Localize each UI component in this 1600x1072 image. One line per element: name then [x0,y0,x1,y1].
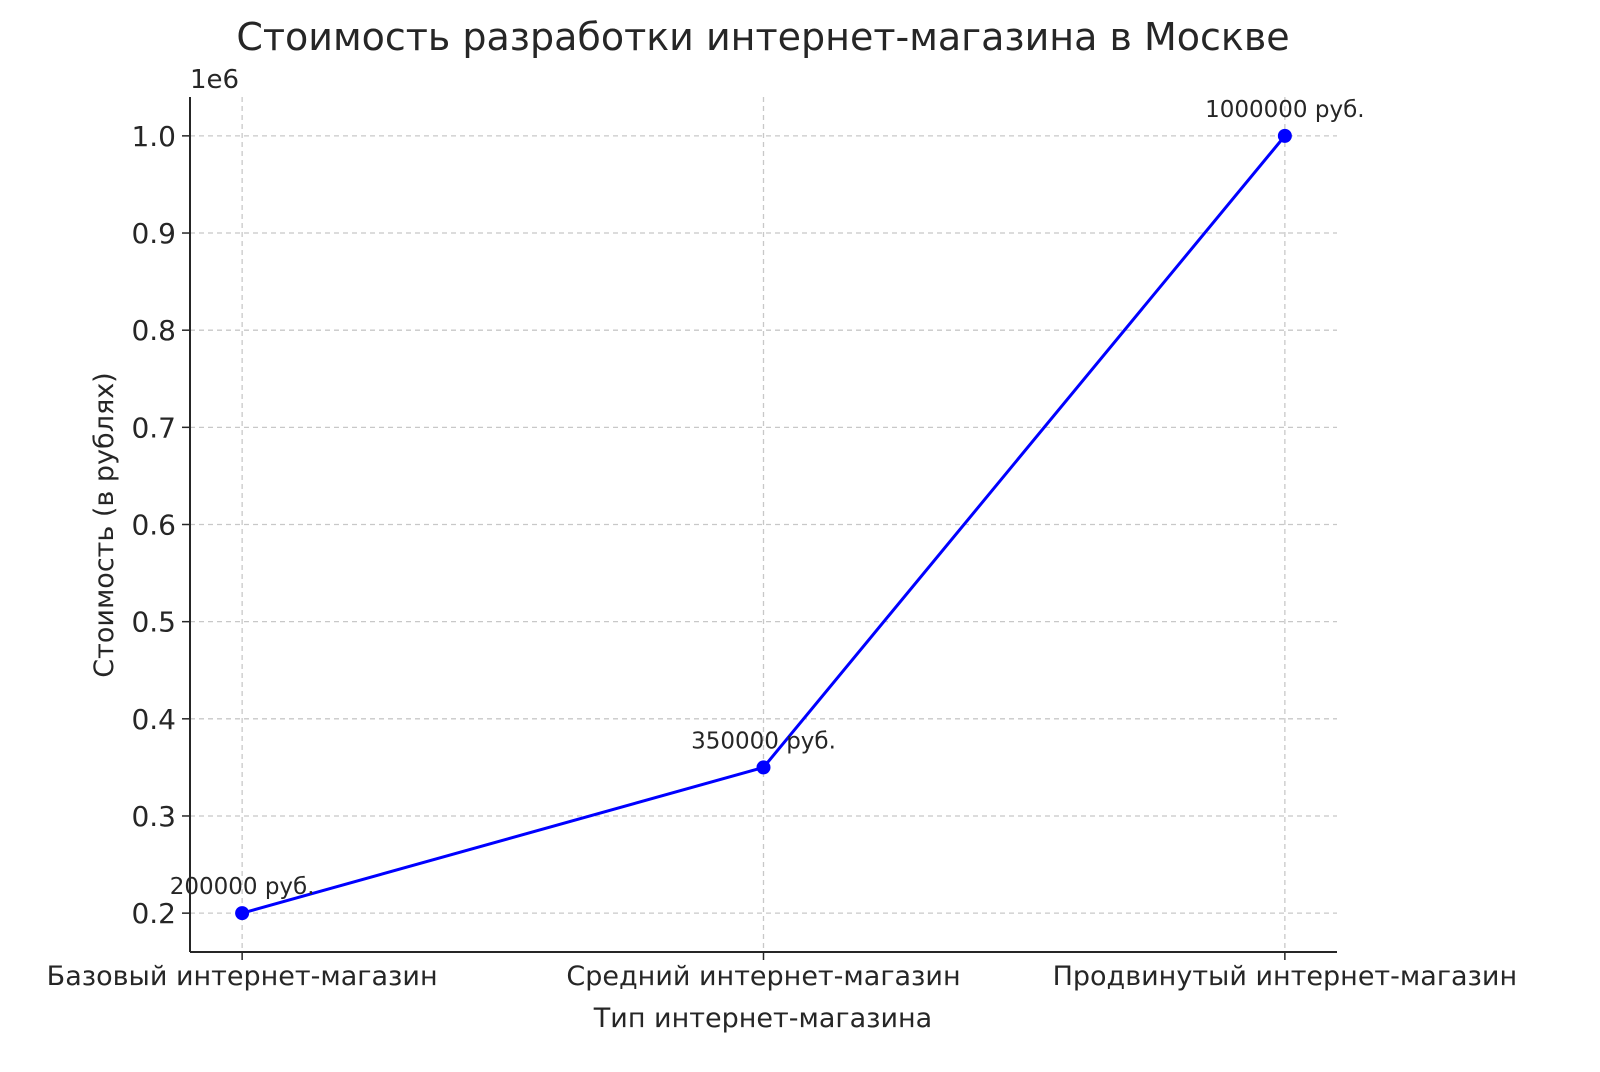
x-tick-label: Средний интернет-магазин [566,961,960,992]
chart-title: Стоимость разработки интернет-магазина в… [236,15,1289,59]
y-tick-label: 0.7 [131,411,176,444]
y-tick-label: 0.2 [131,897,176,930]
data-point [235,906,250,921]
data-point [1277,128,1292,143]
data-label: 200000 руб. [170,874,315,900]
y-axis-label: Стоимость (в рублях) [89,372,120,677]
y-tick-label: 0.8 [131,314,176,347]
x-tick-label: Базовый интернет-магазин [47,961,438,992]
y-tick-label: 0.4 [131,703,176,736]
x-tick-label: Продвинутый интернет-магазин [1053,961,1518,992]
y-tick-label: 1.0 [131,120,176,153]
data-label: 350000 руб. [691,728,836,754]
x-axis-label: Тип интернет-магазина [593,1003,932,1034]
y-offset-label: 1e6 [190,65,239,95]
y-tick-label: 0.5 [131,606,176,639]
y-tick-label: 0.9 [131,217,176,250]
y-tick-label: 0.3 [131,800,176,833]
data-point [756,760,771,775]
data-label: 1000000 руб. [1205,97,1364,123]
y-tick-label: 0.6 [131,509,176,542]
